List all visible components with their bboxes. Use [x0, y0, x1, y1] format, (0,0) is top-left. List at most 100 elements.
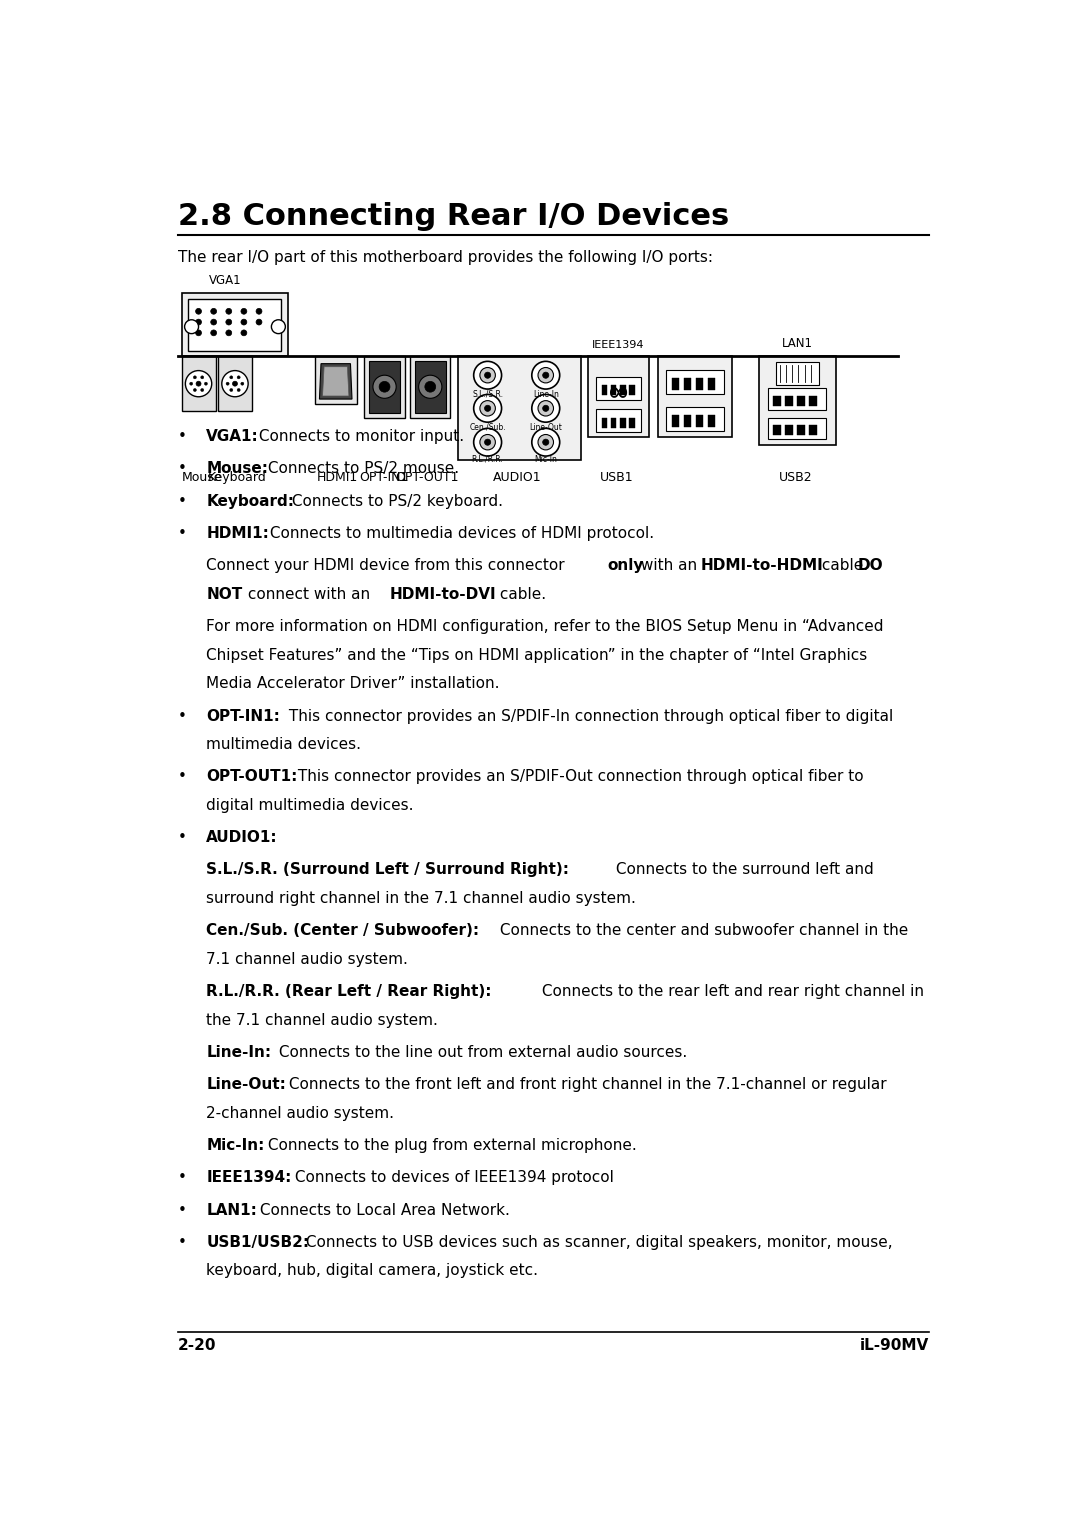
- FancyBboxPatch shape: [809, 425, 816, 436]
- Text: Line-In: Line-In: [532, 390, 558, 399]
- Text: LAN1:: LAN1:: [206, 1203, 257, 1217]
- Text: •: •: [177, 526, 187, 541]
- Circle shape: [531, 361, 559, 388]
- FancyBboxPatch shape: [672, 416, 679, 427]
- Text: Line-Out: Line-Out: [529, 424, 563, 433]
- Text: Connects to USB devices such as scanner, digital speakers, monitor, mouse,: Connects to USB devices such as scanner,…: [301, 1235, 892, 1251]
- FancyBboxPatch shape: [620, 385, 625, 394]
- Circle shape: [201, 376, 204, 379]
- Text: •: •: [177, 1203, 187, 1217]
- Circle shape: [238, 388, 240, 391]
- Text: USB2: USB2: [779, 471, 812, 485]
- Text: HDMI1: HDMI1: [316, 471, 357, 485]
- Circle shape: [531, 394, 559, 422]
- Circle shape: [256, 309, 262, 315]
- FancyBboxPatch shape: [611, 417, 617, 428]
- Text: S.L./S.R.: S.L./S.R.: [472, 390, 503, 399]
- Circle shape: [211, 309, 217, 315]
- Text: Connects to the rear left and rear right channel in: Connects to the rear left and rear right…: [537, 985, 924, 998]
- Circle shape: [271, 320, 285, 333]
- FancyBboxPatch shape: [218, 356, 252, 411]
- Circle shape: [474, 361, 501, 388]
- Circle shape: [186, 370, 212, 396]
- FancyBboxPatch shape: [415, 361, 446, 413]
- Circle shape: [474, 428, 501, 456]
- Circle shape: [256, 320, 262, 326]
- FancyBboxPatch shape: [630, 385, 635, 394]
- FancyBboxPatch shape: [189, 300, 282, 352]
- Text: Connects to PS/2 keyboard.: Connects to PS/2 keyboard.: [287, 494, 503, 509]
- Text: Keyboard:: Keyboard:: [206, 494, 294, 509]
- Text: Connects to the front left and front right channel in the 7.1-channel or regular: Connects to the front left and front rig…: [284, 1078, 887, 1092]
- FancyBboxPatch shape: [181, 294, 288, 356]
- FancyBboxPatch shape: [410, 356, 450, 417]
- Text: •: •: [177, 494, 187, 509]
- Circle shape: [241, 309, 247, 315]
- FancyBboxPatch shape: [181, 356, 216, 411]
- Circle shape: [241, 330, 247, 336]
- Circle shape: [480, 434, 496, 450]
- Circle shape: [538, 401, 554, 416]
- Text: •: •: [177, 1170, 187, 1185]
- FancyBboxPatch shape: [797, 396, 805, 407]
- Text: OPT-OUT1:: OPT-OUT1:: [206, 769, 298, 784]
- FancyBboxPatch shape: [596, 410, 642, 433]
- Text: IEEE1394: IEEE1394: [592, 339, 645, 350]
- FancyBboxPatch shape: [589, 356, 649, 437]
- Circle shape: [232, 381, 238, 387]
- Text: HDMI-to-HDMI: HDMI-to-HDMI: [701, 558, 824, 573]
- Circle shape: [195, 320, 202, 326]
- Text: Connects to multimedia devices of HDMI protocol.: Connects to multimedia devices of HDMI p…: [266, 526, 654, 541]
- Text: surround right channel in the 7.1 channel audio system.: surround right channel in the 7.1 channe…: [206, 891, 636, 905]
- Text: •: •: [177, 430, 187, 443]
- Text: OPT-OUT1: OPT-OUT1: [395, 471, 459, 485]
- Text: •: •: [177, 1235, 187, 1251]
- Text: connect with an: connect with an: [243, 587, 375, 602]
- Text: Chipset Features” and the “Tips on HDMI application” in the chapter of “Intel Gr: Chipset Features” and the “Tips on HDMI …: [206, 648, 867, 662]
- FancyBboxPatch shape: [684, 416, 691, 427]
- Text: USB1: USB1: [600, 471, 634, 485]
- Circle shape: [193, 388, 197, 391]
- FancyBboxPatch shape: [602, 417, 607, 428]
- Text: VGA1: VGA1: [208, 274, 241, 286]
- FancyBboxPatch shape: [797, 425, 805, 436]
- FancyBboxPatch shape: [707, 416, 715, 427]
- Circle shape: [419, 375, 442, 399]
- FancyBboxPatch shape: [773, 425, 781, 436]
- FancyBboxPatch shape: [696, 378, 703, 390]
- FancyBboxPatch shape: [809, 396, 816, 407]
- Text: •: •: [177, 708, 187, 723]
- Text: Cen./Sub. (Center / Subwoofer):: Cen./Sub. (Center / Subwoofer):: [206, 924, 480, 939]
- Text: 2.8 Connecting Rear I/O Devices: 2.8 Connecting Rear I/O Devices: [177, 202, 729, 231]
- Text: For more information on HDMI configuration, refer to the BIOS Setup Menu in “Adv: For more information on HDMI configurati…: [206, 619, 883, 635]
- FancyBboxPatch shape: [364, 356, 405, 417]
- Text: Line-In:: Line-In:: [206, 1044, 271, 1060]
- Text: •: •: [177, 462, 187, 477]
- Circle shape: [185, 320, 199, 333]
- Text: USB1/USB2:: USB1/USB2:: [206, 1235, 310, 1251]
- FancyBboxPatch shape: [596, 376, 642, 401]
- Text: R.L./R.R.: R.L./R.R.: [472, 454, 503, 463]
- Text: Connects to the line out from external audio sources.: Connects to the line out from external a…: [273, 1044, 687, 1060]
- Circle shape: [379, 381, 390, 391]
- Text: •: •: [177, 769, 187, 784]
- Text: •: •: [177, 830, 187, 846]
- Circle shape: [480, 401, 496, 416]
- Circle shape: [424, 381, 435, 391]
- Circle shape: [226, 320, 232, 326]
- FancyBboxPatch shape: [369, 361, 400, 413]
- Circle shape: [190, 382, 192, 385]
- FancyBboxPatch shape: [696, 416, 703, 427]
- Circle shape: [204, 382, 207, 385]
- Text: AUDIO1:: AUDIO1:: [206, 830, 278, 846]
- Circle shape: [211, 330, 217, 336]
- Circle shape: [474, 394, 501, 422]
- Circle shape: [485, 372, 490, 378]
- Text: 2-channel audio system.: 2-channel audio system.: [206, 1105, 394, 1121]
- Circle shape: [211, 320, 217, 326]
- Text: cable.: cable.: [816, 558, 873, 573]
- Circle shape: [542, 439, 549, 445]
- Circle shape: [226, 330, 232, 336]
- Polygon shape: [323, 367, 349, 396]
- Circle shape: [238, 376, 240, 379]
